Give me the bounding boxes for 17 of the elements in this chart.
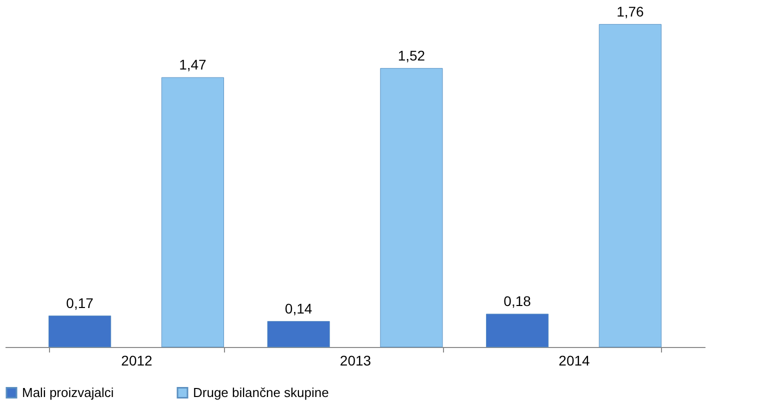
data-label: 1,47 <box>179 56 207 72</box>
bar <box>267 321 330 348</box>
x-tick-label: 2014 <box>558 352 590 368</box>
bar <box>48 316 112 348</box>
data-label: 0,17 <box>66 294 94 311</box>
x-tick-label: 2013 <box>340 352 372 368</box>
bar <box>598 24 662 348</box>
bar <box>486 314 549 348</box>
x-tick-label: 2012 <box>121 352 153 368</box>
bar <box>380 68 443 348</box>
legend-label: Mali proizvajalci <box>22 384 114 400</box>
data-label: 1,52 <box>398 47 426 64</box>
bar <box>161 77 224 348</box>
data-label: 0,18 <box>504 293 532 309</box>
data-label: 0,14 <box>284 300 312 316</box>
data-label: 1,76 <box>616 3 644 20</box>
legend-label: Druge bilančne skupine <box>193 384 329 400</box>
